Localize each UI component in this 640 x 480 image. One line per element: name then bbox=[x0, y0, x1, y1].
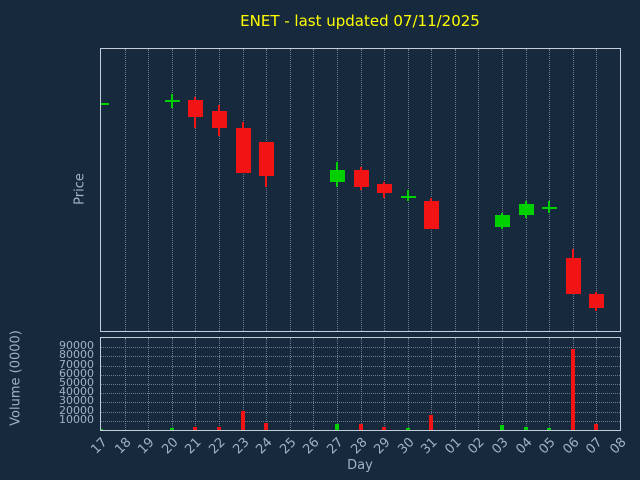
volume-gridline-horizontal bbox=[101, 384, 620, 385]
volume-tick-label: 90000 bbox=[59, 339, 94, 353]
volume-gridline-horizontal bbox=[101, 393, 620, 395]
price-gridline-vertical bbox=[124, 49, 126, 331]
price-gridline-vertical bbox=[195, 49, 197, 331]
candle-body bbox=[518, 204, 534, 216]
price-gridline-vertical bbox=[242, 49, 244, 331]
price-gridline-vertical bbox=[289, 49, 291, 331]
volume-bar bbox=[216, 426, 221, 430]
price-gridline-vertical bbox=[502, 49, 504, 331]
volume-gridline-horizontal bbox=[101, 402, 620, 404]
volume-tick-label: 40000 bbox=[59, 385, 94, 399]
day-axis-label: Day bbox=[347, 458, 373, 473]
candle-body bbox=[377, 184, 393, 193]
candle-body bbox=[235, 127, 251, 174]
volume-bar bbox=[193, 427, 198, 430]
volume-bar bbox=[523, 426, 528, 430]
candle-body bbox=[542, 206, 558, 209]
volume-bar bbox=[264, 422, 269, 430]
volume-bar bbox=[358, 424, 363, 430]
price-gridline-vertical bbox=[313, 49, 315, 331]
chart-title: ENET - last updated 07/11/2025 bbox=[240, 12, 480, 30]
volume-bar bbox=[547, 428, 552, 430]
candle-body bbox=[259, 142, 275, 176]
volume-tick-label: 70000 bbox=[59, 357, 94, 371]
price-gridline-vertical bbox=[478, 49, 480, 331]
volume-tick-label: 30000 bbox=[59, 394, 94, 408]
volume-gridline-horizontal bbox=[101, 347, 620, 349]
candle-body bbox=[164, 99, 180, 102]
candle-body bbox=[589, 294, 605, 309]
volume-gridline-horizontal bbox=[101, 420, 620, 422]
price-gridline-vertical bbox=[596, 49, 598, 331]
candle-body bbox=[101, 102, 109, 105]
volume-panel bbox=[100, 337, 621, 431]
volume-bar bbox=[240, 410, 245, 430]
price-panel bbox=[100, 48, 621, 332]
price-axis-label: Price bbox=[72, 173, 88, 205]
candle-body bbox=[188, 99, 204, 117]
candle-wick bbox=[548, 201, 551, 213]
volume-bar bbox=[594, 423, 599, 430]
price-gridline-vertical bbox=[336, 49, 338, 331]
volume-bar bbox=[500, 425, 505, 430]
candle-body bbox=[211, 111, 227, 128]
price-gridline-vertical bbox=[454, 49, 456, 331]
candle-body bbox=[329, 170, 345, 182]
price-gridline-vertical bbox=[431, 49, 433, 331]
volume-gridline-horizontal bbox=[101, 356, 620, 358]
volume-bar bbox=[101, 428, 103, 430]
price-gridline-vertical bbox=[525, 49, 527, 331]
volume-axis-label: Volume (0000) bbox=[8, 330, 24, 426]
volume-tick-label: 20000 bbox=[59, 403, 94, 417]
price-gridline-vertical bbox=[549, 49, 551, 331]
price-gridline-vertical bbox=[218, 49, 220, 331]
volume-bar bbox=[169, 427, 174, 430]
price-gridline-vertical bbox=[266, 49, 268, 331]
volume-gridline-horizontal bbox=[101, 411, 620, 413]
candle-body bbox=[565, 257, 581, 295]
volume-bar bbox=[405, 428, 410, 430]
candle-body bbox=[495, 215, 511, 227]
price-gridline-vertical bbox=[360, 49, 362, 331]
volume-bar bbox=[334, 423, 339, 430]
volume-bar bbox=[429, 415, 434, 430]
volume-tick-label: 10000 bbox=[59, 412, 94, 426]
candle-body bbox=[353, 170, 369, 188]
volume-tick-label: 80000 bbox=[59, 348, 94, 362]
candle-body bbox=[400, 195, 416, 198]
volume-bar bbox=[570, 349, 575, 430]
volume-bar bbox=[382, 427, 387, 430]
volume-gridline-horizontal bbox=[101, 374, 620, 376]
candle-body bbox=[424, 201, 440, 230]
volume-gridline-horizontal bbox=[101, 365, 620, 367]
price-gridline-vertical bbox=[148, 49, 150, 331]
price-gridline-vertical bbox=[572, 49, 574, 331]
volume-tick-label: 60000 bbox=[59, 366, 94, 380]
volume-tick-label: 50000 bbox=[59, 376, 94, 389]
price-gridline-vertical bbox=[171, 49, 173, 331]
